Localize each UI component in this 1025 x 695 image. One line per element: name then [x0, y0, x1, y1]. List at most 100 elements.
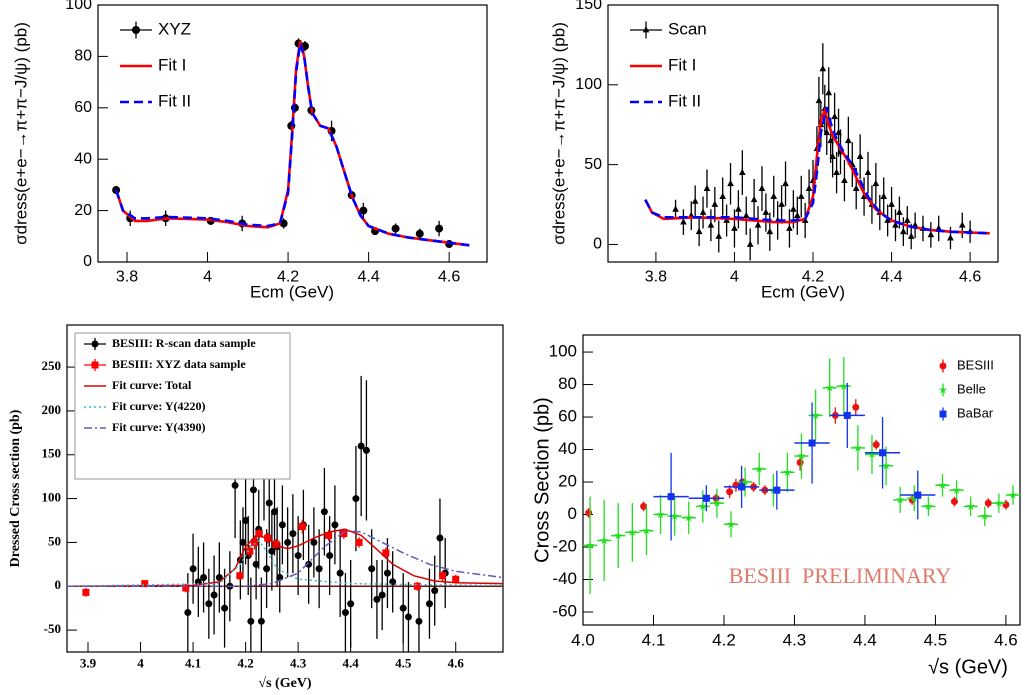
x-tick-label: 4.6	[959, 268, 981, 285]
marker	[833, 168, 840, 176]
marker	[853, 443, 863, 452]
y-tick-label: -40	[552, 569, 577, 588]
marker	[272, 540, 280, 548]
marker	[215, 573, 223, 581]
legend-label: Fit curve: Y(4390)	[112, 420, 206, 434]
marker	[239, 538, 247, 546]
marker	[754, 221, 762, 228]
fit-line	[67, 528, 503, 587]
marker	[914, 491, 922, 499]
marker	[210, 591, 218, 599]
marker	[880, 192, 888, 199]
legend-label: BESIII: R-scan data sample	[112, 336, 256, 350]
marker	[340, 530, 348, 538]
fit-line	[67, 539, 503, 587]
marker	[404, 613, 412, 621]
marker	[924, 501, 933, 511]
marker	[879, 449, 887, 457]
y-tick-label: 100	[42, 490, 62, 505]
marker	[783, 467, 792, 476]
marker	[867, 449, 877, 459]
x-tick-label: 4.3	[783, 631, 807, 650]
marker	[435, 224, 444, 233]
marker	[762, 208, 770, 215]
marker	[790, 205, 797, 212]
marker	[829, 152, 836, 160]
y-tick-label: 40	[558, 439, 577, 458]
marker	[268, 547, 276, 555]
y-tick-label: 80	[74, 48, 92, 65]
marker	[252, 560, 260, 568]
marker	[640, 502, 648, 510]
marker	[391, 224, 400, 233]
marker	[182, 584, 190, 592]
marker	[726, 519, 736, 528]
marker	[819, 64, 827, 72]
marker	[194, 578, 202, 586]
marker	[613, 531, 623, 540]
marker	[599, 536, 609, 545]
annotation: BESIII PRELIMINARY	[729, 563, 952, 588]
marker	[236, 572, 244, 580]
x-axis-label: Ecm (GeV)	[761, 282, 845, 301]
y-tick-label: 60	[558, 407, 577, 426]
marker	[289, 530, 297, 538]
x-tick-label: 4.2	[237, 655, 253, 670]
marker	[628, 527, 637, 537]
marker	[839, 381, 849, 390]
plot-area	[112, 38, 470, 249]
marker	[811, 410, 820, 420]
marker	[278, 521, 286, 529]
legend-label: BESIII	[957, 357, 994, 372]
x-tick-label: 4.1	[642, 631, 666, 650]
x-tick-label: 4.4	[853, 631, 877, 650]
marker	[881, 461, 891, 470]
panel: 3.8 4 4.2 4.4 4.6 0 20 40 60 80 100 Ecm (GeV) σdress…	[11, 0, 488, 301]
marker	[888, 200, 895, 207]
marker	[841, 176, 848, 183]
x-tick-label: 4.4	[357, 268, 379, 285]
y-axis-label: Cross Section (pb)	[531, 397, 553, 563]
marker	[452, 575, 460, 583]
marker	[731, 224, 738, 231]
plot-frame	[97, 4, 488, 263]
marker	[750, 195, 758, 203]
marker	[265, 499, 273, 507]
y-tick-label: 100	[549, 342, 577, 361]
plot-frame	[582, 334, 1021, 626]
marker	[719, 192, 726, 199]
legend-label: Fit I	[668, 55, 696, 74]
marker	[695, 227, 703, 235]
marker	[284, 538, 292, 546]
marker	[298, 523, 306, 531]
marker	[141, 580, 149, 588]
x-tick-label: 4.3	[290, 655, 307, 670]
marker	[247, 617, 255, 625]
plot-area	[583, 356, 1020, 595]
panel: 4.0 4.1 4.2 4.3 4.4 4.5 4.6 -60 -40 -20 0 20 40 60 80 1…	[531, 334, 1021, 678]
x-tick-label: 4.2	[277, 268, 299, 285]
marker	[699, 208, 707, 215]
marker	[205, 600, 213, 608]
x-tick-label: 4.6	[438, 268, 460, 285]
marker	[856, 152, 864, 160]
marker	[852, 403, 860, 411]
marker	[815, 96, 823, 104]
x-tick-label: 4.4	[880, 268, 902, 285]
marker	[383, 569, 391, 577]
marker	[825, 88, 833, 96]
y-tick-label: 0	[55, 577, 62, 592]
x-tick-label: 4	[137, 655, 144, 670]
marker	[680, 218, 687, 225]
marker	[786, 224, 793, 231]
plot-frame	[607, 4, 999, 263]
marker	[872, 179, 880, 187]
y-axis-label: Dressed Cross section (pb)	[8, 409, 23, 567]
plot-area	[67, 375, 503, 652]
marker	[797, 451, 806, 460]
marker	[425, 600, 433, 608]
marker	[825, 383, 834, 392]
legend-label: BESIII: XYZ data sample	[112, 357, 246, 371]
legend-label: XYZ	[158, 19, 191, 38]
